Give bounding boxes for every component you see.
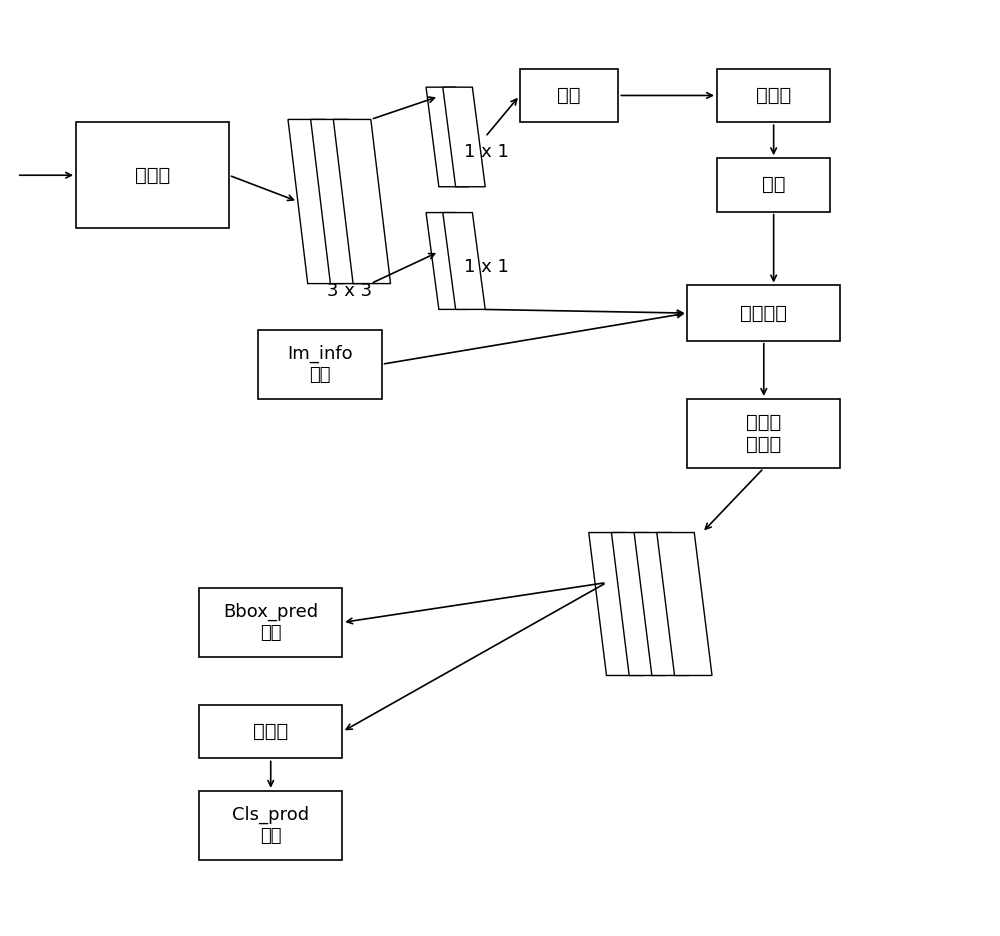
Text: Bbox_pred
函数: Bbox_pred 函数 (223, 603, 318, 642)
Text: 重塑: 重塑 (762, 175, 785, 195)
Text: 3 x 3: 3 x 3 (327, 282, 373, 300)
FancyBboxPatch shape (717, 68, 830, 123)
Polygon shape (426, 212, 468, 310)
FancyBboxPatch shape (199, 588, 342, 657)
FancyBboxPatch shape (687, 399, 840, 468)
Polygon shape (443, 212, 485, 310)
Polygon shape (426, 87, 468, 187)
Polygon shape (589, 533, 644, 676)
Polygon shape (288, 120, 345, 284)
FancyBboxPatch shape (520, 68, 618, 123)
Text: 感兴趣
区域池: 感兴趣 区域池 (746, 413, 781, 454)
FancyBboxPatch shape (76, 123, 229, 228)
Polygon shape (657, 533, 712, 676)
Text: 分类器: 分类器 (253, 723, 288, 741)
Text: 重塑: 重塑 (557, 86, 581, 105)
Polygon shape (443, 87, 485, 187)
Polygon shape (611, 533, 667, 676)
FancyBboxPatch shape (258, 329, 382, 399)
Text: Cls_prod
函数: Cls_prod 函数 (232, 806, 309, 845)
Text: 分类器: 分类器 (756, 86, 791, 105)
Text: 候选区域: 候选区域 (740, 303, 787, 323)
FancyBboxPatch shape (199, 791, 342, 860)
Polygon shape (333, 120, 391, 284)
Text: 1 x 1: 1 x 1 (464, 142, 508, 161)
Polygon shape (311, 120, 368, 284)
Polygon shape (634, 533, 689, 676)
Text: 特征图: 特征图 (135, 166, 170, 184)
Text: 1 x 1: 1 x 1 (464, 258, 508, 276)
FancyBboxPatch shape (199, 705, 342, 758)
FancyBboxPatch shape (717, 158, 830, 212)
Text: Im_info
函数: Im_info 函数 (287, 344, 353, 384)
FancyBboxPatch shape (687, 285, 840, 341)
